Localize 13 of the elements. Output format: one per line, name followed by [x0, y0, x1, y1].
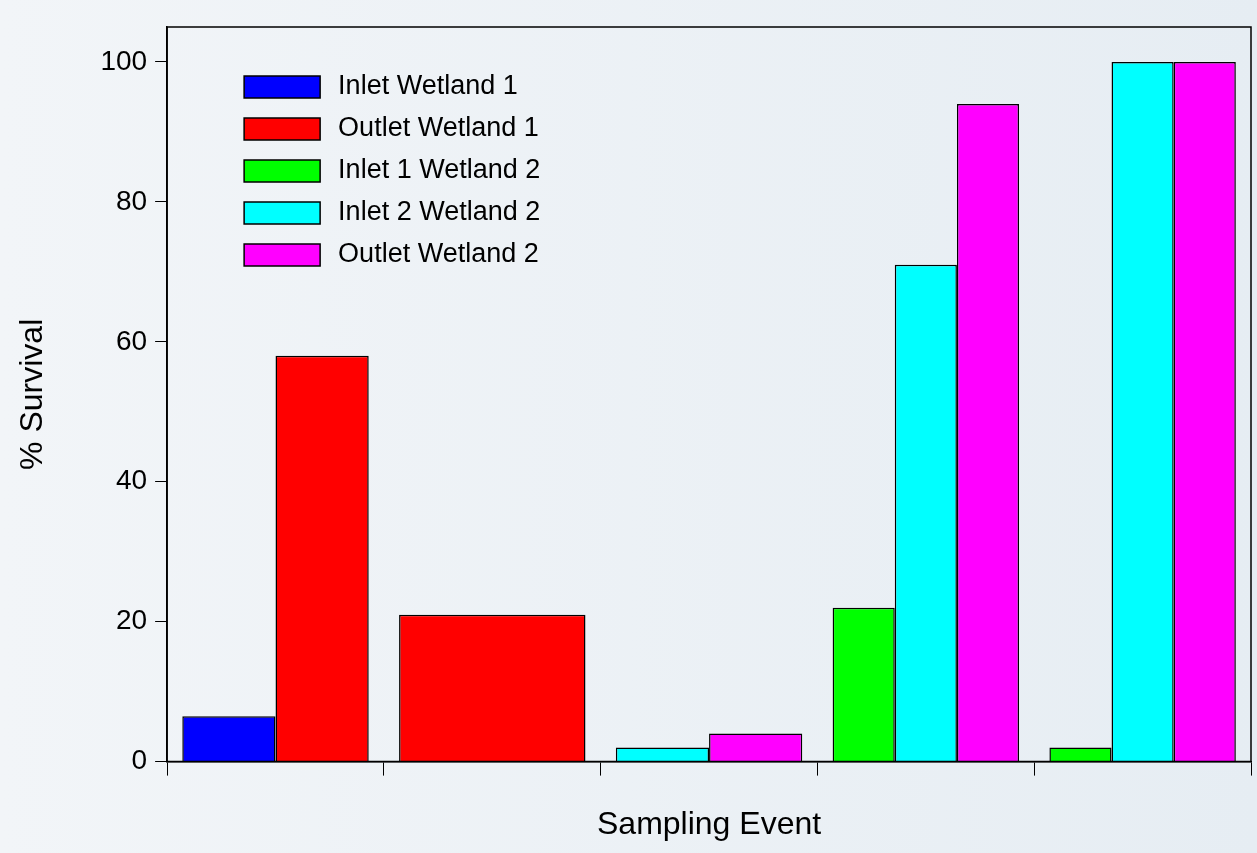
- x-axis-title: Sampling Event: [597, 804, 822, 841]
- y-axis-title: % Survival: [13, 318, 50, 470]
- legend-label: Inlet 2 Wetland 2: [338, 196, 541, 227]
- legend-label: Outlet Wetland 1: [338, 112, 539, 143]
- y-tick-label: 100: [100, 44, 148, 76]
- legend-label: Inlet 1 Wetland 2: [338, 154, 541, 185]
- y-tick-label: 0: [131, 744, 148, 776]
- y-tick-label: 60: [115, 324, 148, 356]
- y-tick-label: 20: [115, 604, 148, 636]
- legend-label: Outlet Wetland 2: [338, 238, 539, 269]
- y-tick-label: 40: [115, 464, 148, 496]
- y-tick-label: 80: [115, 184, 148, 216]
- legend-label: Inlet Wetland 1: [338, 70, 518, 101]
